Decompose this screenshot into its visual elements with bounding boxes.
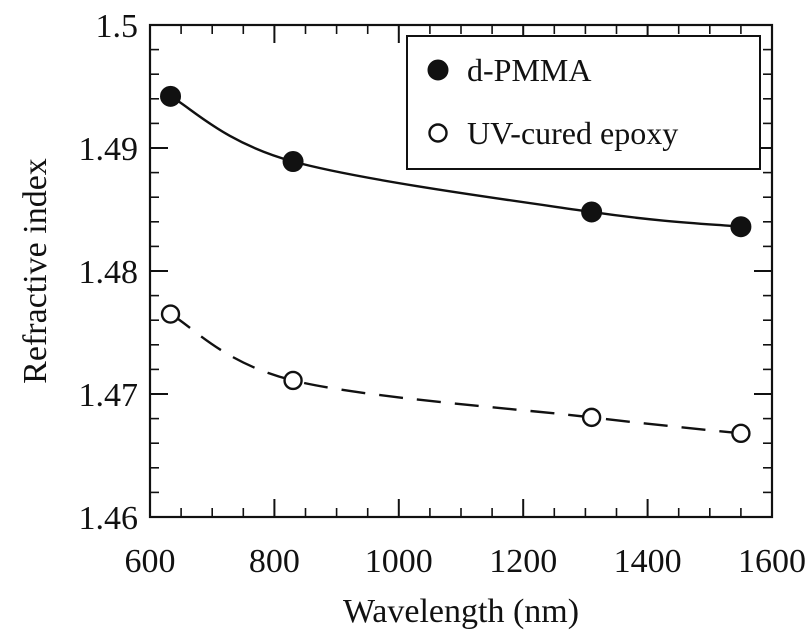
data-point-uv-cured-epoxy bbox=[160, 304, 181, 324]
data-point-d-pmma bbox=[730, 216, 752, 238]
legend-marker-uv-cured-epoxy bbox=[428, 123, 448, 143]
legend-label-d-pmma: d-PMMA bbox=[467, 52, 591, 88]
y-tick-label: 1.5 bbox=[96, 8, 139, 45]
x-tick-label: 1400 bbox=[614, 543, 682, 580]
series-markers bbox=[160, 85, 752, 444]
y-tick-label: 1.46 bbox=[79, 500, 139, 537]
data-point-uv-cured-epoxy bbox=[581, 407, 602, 428]
x-tick-label: 1200 bbox=[489, 543, 557, 580]
x-tick-label: 600 bbox=[125, 543, 176, 580]
legend-label-uv-cured-epoxy: UV-cured epoxy bbox=[467, 115, 678, 151]
data-point-uv-cured-epoxy bbox=[731, 423, 751, 444]
x-axis-label: Wavelength (nm) bbox=[343, 593, 579, 630]
series-line-d-pmma bbox=[169, 95, 742, 228]
minor-ticks bbox=[150, 25, 772, 517]
x-tick-label: 800 bbox=[249, 543, 300, 580]
y-tick-label: 1.47 bbox=[79, 377, 139, 414]
legend-marker-d-pmma bbox=[427, 59, 449, 81]
y-tick-label: 1.49 bbox=[79, 131, 139, 168]
legend-box bbox=[406, 35, 761, 170]
data-point-d-pmma bbox=[282, 151, 304, 173]
legend: d-PMMA UV-cured epoxy bbox=[406, 35, 761, 170]
y-axis-label: Refractive index bbox=[17, 158, 54, 384]
data-point-uv-cured-epoxy bbox=[283, 370, 303, 391]
plot-frame bbox=[148, 23, 774, 519]
series-line-uv-cured-epoxy bbox=[169, 312, 742, 435]
tick-labels: 600 800 1000 1200 1400 1600 1.46 1.47 1.48 1.49 1.… bbox=[79, 8, 807, 580]
y-tick-label: 1.48 bbox=[79, 254, 139, 291]
x-tick-label: 1000 bbox=[365, 543, 433, 580]
data-point-d-pmma bbox=[160, 85, 182, 107]
x-tick-label: 1600 bbox=[738, 543, 806, 580]
data-point-d-pmma bbox=[581, 201, 603, 223]
series-lines bbox=[169, 95, 742, 435]
